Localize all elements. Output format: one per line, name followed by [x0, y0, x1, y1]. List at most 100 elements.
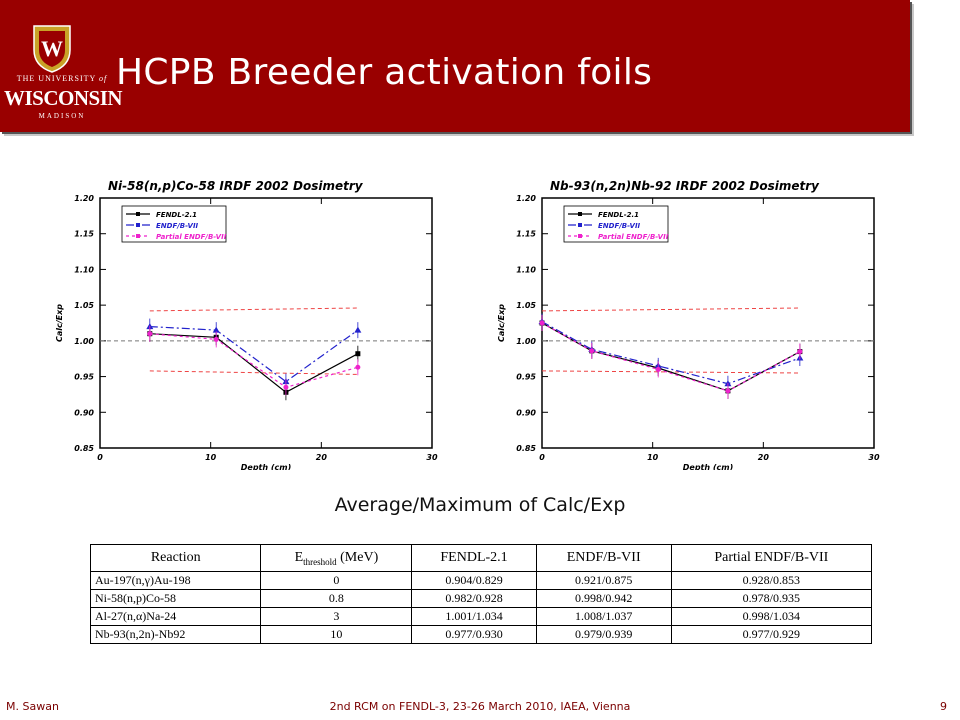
footer-page-number: 9: [940, 700, 947, 713]
legend-marker: [578, 234, 582, 238]
header-reaction: Reaction: [89, 544, 262, 572]
chart-title: Ni-58(n,p)Co-58 IRDF 2002 Dosimetry: [108, 179, 364, 193]
x-tick-label: 0: [539, 453, 545, 462]
logo-line1: THE UNIVERSITY: [16, 74, 96, 83]
table-caption: Average/Maximum of Calc/Exp: [334, 494, 626, 516]
cell-endf: 0.979/0.939: [535, 625, 672, 644]
header-threshold-sub: threshold: [303, 556, 337, 567]
legend-marker: [136, 212, 140, 216]
header-endf: ENDF/B-VII: [535, 544, 672, 572]
university-crest-icon: W: [33, 25, 71, 73]
x-tick-label: 0: [97, 453, 103, 462]
uncertainty-band-upper: [149, 307, 358, 312]
series-line-1: [541, 321, 801, 385]
data-point: [797, 349, 803, 355]
header-banner: W THE UNIVERSITY of WISCONSIN MADISON HC…: [0, 0, 910, 132]
cell-partial: 0.978/0.935: [670, 589, 873, 608]
logo-line-madison: MADISON: [38, 112, 86, 120]
cell-fendl: 0.977/0.930: [411, 625, 537, 644]
legend-label: FENDL-2.1: [156, 211, 197, 219]
cell-endf: 0.921/0.875: [535, 571, 672, 590]
cell-endf: 0.998/0.942: [535, 589, 672, 608]
plot-frame: [99, 197, 433, 449]
y-tick-label: 1.00: [74, 337, 94, 346]
x-tick-label: 20: [316, 453, 328, 462]
cell-reaction: Nb-93(n,2n)-Nb92: [89, 625, 262, 644]
cell-fendl: 0.982/0.928: [411, 589, 537, 608]
cell-partial: 0.977/0.929: [670, 625, 873, 644]
table-header-row: Reaction Ethreshold (MeV) FENDL-2.1 ENDF…: [89, 544, 873, 572]
footer-author: M. Sawan: [6, 700, 59, 713]
legend-label: ENDF/B-VII: [598, 222, 641, 230]
header-threshold-main: E: [294, 549, 304, 565]
header-threshold-unit: (MeV): [336, 549, 379, 565]
table-row: Ni-58(n,p)Co-58 0.8 0.982/0.928 0.998/0.…: [89, 589, 873, 608]
data-point: [212, 326, 220, 333]
series-line-1: [149, 326, 359, 383]
cell-fendl: 1.001/1.034: [411, 607, 537, 626]
x-tick-label: 30: [426, 453, 438, 462]
y-tick-label: 0.95: [74, 373, 94, 382]
page-title: HCPB Breeder activation foils: [116, 52, 653, 93]
cell-partial: 0.998/1.034: [670, 607, 873, 626]
data-point: [539, 320, 545, 326]
legend-marker: [578, 223, 582, 227]
x-tick-label: 10: [205, 453, 217, 462]
cell-reaction: Au-197(n,γ)Au-198: [89, 571, 262, 590]
series-line-0: [149, 333, 359, 394]
y-tick-label: 0.90: [516, 408, 536, 417]
legend-marker: [136, 234, 140, 238]
cell-threshold: 0: [260, 571, 413, 590]
table-row: Au-197(n,γ)Au-198 0 0.904/0.829 0.921/0.…: [89, 571, 873, 590]
legend-label: Partial ENDF/B-VII: [156, 233, 227, 241]
chart-title: Nb-93(n,2n)Nb-92 IRDF 2002 Dosimetry: [550, 179, 820, 193]
data-point: [655, 366, 661, 372]
cell-threshold: 3: [260, 607, 413, 626]
uncertainty-band-lower: [149, 370, 358, 375]
data-point: [213, 336, 219, 342]
uncertainty-band-upper: [541, 307, 800, 312]
results-table: Reaction Ethreshold (MeV) FENDL-2.1 ENDF…: [89, 544, 873, 644]
y-tick-label: 1.15: [516, 230, 536, 239]
y-tick-label: 1.20: [74, 194, 94, 203]
y-axis-label: Calc/Exp: [55, 304, 64, 342]
cell-reaction: Ni-58(n,p)Co-58: [89, 589, 262, 608]
x-axis-label: Depth (cm): [241, 463, 292, 470]
data-point: [283, 384, 289, 390]
data-point: [354, 326, 362, 333]
x-axis-label: Depth (cm): [683, 463, 734, 470]
logo-line-university: THE UNIVERSITY of: [14, 74, 110, 83]
y-axis-label: Calc/Exp: [497, 304, 506, 342]
table-row: Nb-93(n,2n)-Nb92 10 0.977/0.930 0.979/0.…: [89, 625, 873, 644]
cell-threshold: 10: [260, 625, 413, 644]
legend-marker: [578, 212, 582, 216]
data-point: [725, 388, 731, 394]
crest-letter: W: [41, 36, 63, 61]
y-tick-label: 0.90: [74, 408, 94, 417]
series-line-2: [149, 333, 359, 388]
y-tick-label: 1.10: [516, 265, 536, 274]
y-tick-label: 1.00: [516, 337, 536, 346]
y-tick-label: 0.85: [516, 444, 536, 453]
y-tick-label: 0.95: [516, 373, 536, 382]
y-tick-label: 1.10: [74, 265, 94, 274]
header-fendl: FENDL-2.1: [411, 544, 537, 572]
chart-ni58: Ni-58(n,p)Co-58 IRDF 2002 Dosimetry0.850…: [55, 179, 438, 470]
cell-reaction: Al-27(n,α)Na-24: [89, 607, 262, 626]
cell-partial: 0.928/0.853: [670, 571, 873, 590]
x-tick-label: 30: [868, 453, 880, 462]
footer-event: 2nd RCM on FENDL-3, 23-26 March 2010, IA…: [329, 700, 631, 713]
header-threshold: Ethreshold (MeV): [260, 544, 413, 572]
legend-label: FENDL-2.1: [598, 211, 639, 219]
series-line-2: [541, 322, 801, 392]
table-row: Al-27(n,α)Na-24 3 1.001/1.034 1.008/1.03…: [89, 607, 873, 626]
x-tick-label: 20: [758, 453, 770, 462]
data-point: [589, 348, 595, 354]
cell-endf: 1.008/1.037: [535, 607, 672, 626]
legend-marker: [136, 223, 140, 227]
legend-label: Partial ENDF/B-VII: [598, 233, 669, 241]
series-line-0: [541, 322, 801, 392]
y-tick-label: 1.05: [74, 301, 94, 310]
y-tick-label: 0.85: [74, 444, 94, 453]
chart-nb93: Nb-93(n,2n)Nb-92 IRDF 2002 Dosimetry 0.85…: [497, 179, 880, 470]
